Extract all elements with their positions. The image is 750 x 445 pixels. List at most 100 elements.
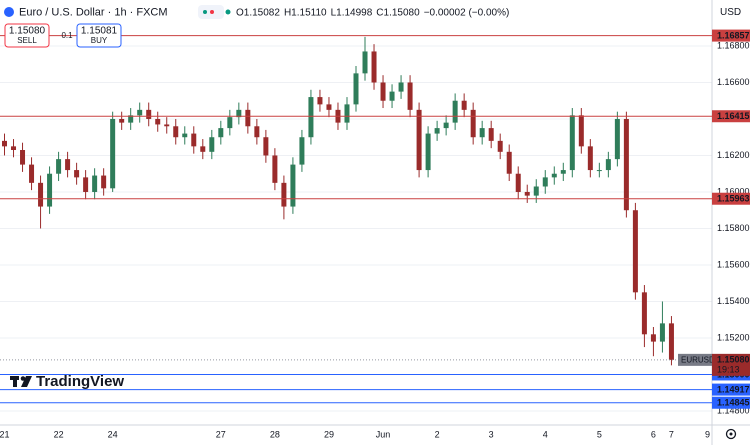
level-label: 1.15963 — [717, 194, 750, 204]
ohlc-value: 1.15110 — [291, 7, 327, 18]
ohlc-value: 1.14998 — [336, 7, 373, 18]
plot — [2, 36, 674, 366]
candle-body — [542, 177, 548, 187]
candle — [416, 102, 422, 178]
candle-body — [623, 118, 629, 211]
candle-body — [38, 182, 44, 207]
settings-icon[interactable] — [725, 428, 737, 440]
buy-button[interactable] — [76, 23, 122, 48]
logo: TradingView — [10, 373, 124, 390]
candle — [209, 129, 215, 160]
candle — [659, 301, 665, 353]
candle-body — [524, 191, 530, 196]
candle — [569, 108, 575, 178]
x-tick-label: 3 — [489, 429, 494, 439]
last-price-box — [712, 353, 750, 376]
candle-body — [569, 115, 575, 171]
settings-icon[interactable] — [725, 428, 737, 440]
candle-body — [65, 159, 71, 171]
candle-body — [434, 128, 440, 134]
candle — [128, 108, 134, 130]
candle — [605, 151, 611, 178]
candle-body — [110, 118, 116, 189]
sell-button[interactable] — [4, 23, 50, 48]
candle — [434, 120, 440, 141]
candle-body — [146, 109, 152, 119]
candle-body — [452, 100, 458, 123]
candle — [578, 108, 584, 154]
candle — [38, 175, 44, 229]
candle-body — [461, 100, 467, 110]
ohlc-value: 1.15082 — [244, 7, 281, 18]
candle — [614, 111, 620, 167]
level-label-box — [712, 110, 750, 123]
candle-body — [605, 159, 611, 171]
candle-body — [443, 122, 449, 129]
candle-body — [200, 146, 206, 152]
candle — [524, 184, 530, 203]
candle-body — [641, 292, 647, 335]
candle-body — [533, 186, 539, 196]
candle-body — [173, 126, 179, 138]
candle-body — [488, 128, 494, 141]
candle — [245, 102, 251, 134]
candle-body — [20, 150, 26, 165]
candle — [173, 118, 179, 145]
candle — [11, 139, 17, 158]
spread: 0.1 — [61, 31, 73, 40]
buy-price: 1.15081 — [81, 26, 118, 37]
candle-body — [659, 323, 665, 342]
candle — [425, 126, 431, 178]
candle-body — [380, 82, 386, 101]
candle — [272, 148, 278, 191]
currency: USD — [720, 7, 741, 18]
candle-body — [506, 151, 512, 174]
candle-body — [650, 334, 656, 342]
candle-body — [497, 140, 503, 152]
candle-body — [47, 173, 53, 207]
candle — [227, 109, 233, 136]
y-tick-label: 1.16800 — [717, 40, 750, 50]
y-tick-label: 1.16200 — [717, 150, 750, 160]
logo-icon — [13, 376, 17, 387]
candle-body — [587, 146, 593, 171]
candle — [218, 120, 224, 145]
candle-body — [281, 182, 287, 207]
candle — [344, 97, 350, 130]
level-label: 1.14845 — [717, 398, 750, 408]
candle-body — [137, 109, 143, 116]
x-tick-label: 6 — [651, 429, 656, 439]
candle — [155, 111, 161, 132]
candle — [254, 118, 260, 145]
candle — [515, 166, 521, 200]
candle — [56, 151, 62, 182]
candle-body — [245, 109, 251, 127]
candle — [47, 166, 53, 214]
candle-body — [371, 51, 377, 83]
candle-body — [236, 109, 242, 118]
candle — [191, 126, 197, 154]
candle — [551, 166, 557, 185]
candle-body — [425, 133, 431, 171]
candle-body — [416, 109, 422, 171]
x-tick-label: 7 — [669, 429, 674, 439]
candle-body — [11, 146, 17, 150]
x-tick-label: 28 — [270, 429, 280, 439]
y-tick-label: 1.16000 — [717, 186, 750, 196]
candle-body — [353, 73, 359, 105]
overlay: 1.168571.164151.159631.150001.149171.148… — [0, 5, 750, 409]
candle-body — [614, 118, 620, 160]
candle-body — [479, 128, 485, 138]
candle — [470, 102, 476, 145]
candle-body — [182, 133, 188, 138]
candle — [353, 66, 359, 112]
buy-label: BUY — [91, 36, 108, 45]
logo-text: TradingView — [36, 373, 124, 390]
candle — [119, 111, 125, 130]
y-tick-label: 1.15800 — [717, 223, 750, 233]
ohlc-key: O — [236, 7, 244, 18]
ohlc-key: L — [331, 7, 337, 18]
symbol-icon — [4, 7, 14, 17]
settings-icon[interactable] — [729, 432, 733, 436]
candle-body — [83, 177, 89, 192]
